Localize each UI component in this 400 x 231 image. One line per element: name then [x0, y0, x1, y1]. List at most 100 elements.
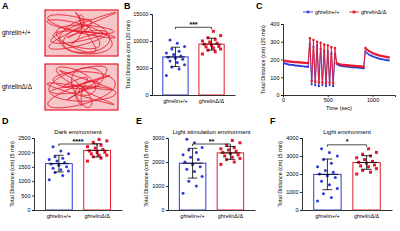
- y-tick-mark: [300, 192, 302, 193]
- y-tick-mark: [32, 181, 34, 182]
- y-tick-mark: [281, 95, 283, 96]
- series-marker: [321, 81, 323, 83]
- y-tick-label: 5000: [136, 65, 148, 71]
- error-cap: [226, 146, 236, 147]
- y-axis-title: Total Distance (cm) (20 min): [125, 20, 131, 89]
- series-marker: [325, 82, 327, 84]
- x-tick-label: 500: [324, 97, 333, 103]
- data-point: [199, 165, 202, 168]
- marks: [179, 138, 243, 210]
- panel: 05001000150020002500Total Distance (cm) …: [2, 116, 123, 219]
- legend-label: ghrelinΔ/Δ: [361, 9, 387, 15]
- series-marker: [314, 84, 316, 86]
- panel-letter: E: [136, 116, 142, 126]
- marks: [283, 37, 390, 87]
- data-point: [201, 146, 204, 149]
- data-point: [238, 141, 241, 144]
- error-cap: [207, 38, 216, 39]
- data-point: [187, 149, 190, 152]
- y-tick: 2500: [18, 135, 34, 141]
- y-tick: 10000: [133, 38, 152, 44]
- series-line: [283, 38, 389, 83]
- legend-line: [303, 12, 313, 13]
- series-marker: [325, 85, 327, 87]
- x-axis: ghrelin+/+ghrelinΔ/Δ: [35, 211, 123, 219]
- y-tick: 15000: [133, 11, 152, 17]
- x-tick: ghrelinΔ/Δ: [354, 213, 380, 219]
- error-cap: [226, 159, 236, 160]
- data-point: [334, 176, 337, 179]
- data-point: [367, 147, 370, 150]
- significance: ****: [73, 138, 84, 145]
- error-cap: [323, 159, 333, 160]
- y-tick-mark: [281, 24, 283, 25]
- legend: ghrelin+/+ghrelinΔ/Δ: [303, 9, 387, 15]
- x-tick-label: ghrelin+/+: [180, 213, 204, 219]
- panel: 050001000015000Total Distance (cm) (20 m…: [124, 1, 236, 104]
- data-point: [375, 167, 378, 170]
- panel-letter: F: [270, 116, 276, 126]
- y-tick-mark: [281, 77, 283, 78]
- data-point: [219, 147, 222, 150]
- series-marker: [328, 84, 330, 86]
- data-point: [172, 53, 175, 56]
- y-tick-mark: [166, 210, 168, 211]
- data-point: [212, 47, 215, 50]
- data-point: [189, 156, 192, 159]
- data-point: [170, 48, 173, 51]
- axis-line: [35, 210, 123, 211]
- mean-line: [87, 150, 107, 151]
- data-point: [178, 50, 181, 53]
- series-marker: [366, 52, 368, 54]
- bar: [199, 44, 224, 95]
- y-tick: 5000: [136, 65, 152, 71]
- data-point: [67, 152, 70, 155]
- data-point: [237, 153, 240, 156]
- data-point: [359, 164, 362, 167]
- error-cap: [92, 157, 102, 158]
- data-point: [59, 168, 62, 171]
- x-tick: 1000: [367, 95, 379, 103]
- data-point: [54, 171, 57, 174]
- data-point: [52, 145, 55, 148]
- series-marker: [307, 62, 309, 64]
- mean-line: [220, 152, 240, 153]
- x-tick-label: ghrelinΔ/Δ: [354, 213, 380, 219]
- data-point: [355, 156, 358, 159]
- x-tick-label: ghrelinΔ/Δ: [218, 213, 244, 219]
- data-point: [185, 168, 188, 171]
- data-point: [375, 151, 378, 154]
- y-tick-mark: [300, 138, 302, 139]
- y-tick: 0: [27, 207, 34, 213]
- y-tick: 500: [21, 193, 34, 199]
- series-marker: [318, 85, 320, 87]
- series-line: [283, 44, 389, 87]
- data-point: [90, 152, 93, 155]
- y-axis: 050001000015000: [133, 11, 152, 98]
- arena: [45, 10, 118, 56]
- series-marker: [388, 59, 390, 61]
- y-axis: 0100020003000: [152, 135, 168, 213]
- data-point: [219, 163, 222, 166]
- y-tick-label: 300: [270, 39, 279, 45]
- data-point: [178, 68, 181, 71]
- mean-line: [166, 56, 185, 57]
- data-point: [105, 154, 108, 157]
- data-point: [86, 160, 89, 163]
- data-point: [187, 180, 190, 183]
- figure: ghrelin+/+ghrelinΔ/ΔA050001000015000Tota…: [0, 0, 400, 231]
- data-point: [206, 36, 209, 39]
- data-point: [208, 41, 211, 44]
- y-tick-label: 2000: [18, 150, 30, 156]
- x-tick: ghrelinΔ/Δ: [218, 213, 244, 219]
- marks: [314, 147, 381, 210]
- bar: [217, 153, 243, 210]
- data-point: [367, 165, 370, 168]
- x-tick: ghrelinΔ/Δ: [84, 213, 110, 219]
- y-tick-mark: [300, 210, 302, 211]
- data-point: [165, 51, 168, 54]
- y-tick-mark: [300, 174, 302, 175]
- chart-title: Dark environment: [54, 129, 102, 135]
- data-point: [369, 171, 372, 174]
- error-cap: [188, 148, 198, 149]
